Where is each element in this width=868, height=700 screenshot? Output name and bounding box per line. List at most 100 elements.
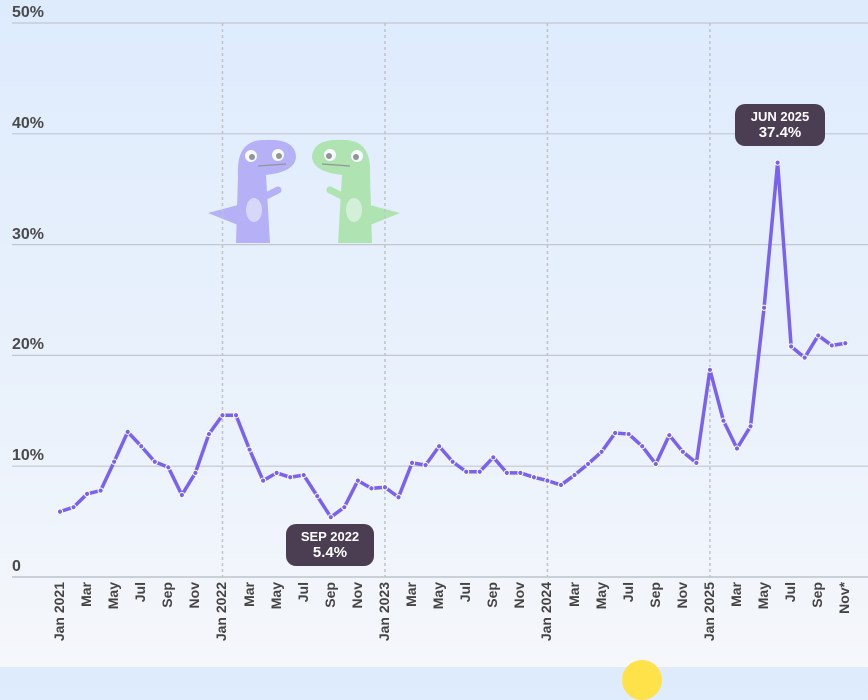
x-tick-label: Nov bbox=[186, 582, 203, 609]
purple-dino-icon bbox=[208, 139, 296, 243]
y-tick-label: 40% bbox=[12, 114, 45, 132]
data-point bbox=[178, 491, 185, 499]
data-point bbox=[476, 468, 483, 475]
data-point bbox=[625, 430, 632, 438]
y-tick-label: 10% bbox=[12, 447, 45, 465]
data-point bbox=[395, 494, 402, 501]
x-tick-label: Nov* bbox=[836, 582, 853, 614]
data-point bbox=[693, 459, 700, 466]
data-point bbox=[679, 448, 686, 455]
data-point bbox=[815, 332, 822, 339]
x-tick-label: Sep bbox=[646, 582, 663, 608]
x-tick-label: Nov bbox=[511, 582, 528, 609]
data-point bbox=[503, 469, 510, 476]
data-point bbox=[842, 340, 849, 347]
green-dino-icon bbox=[312, 139, 400, 243]
decorative-blob bbox=[622, 660, 662, 700]
annotation-min-date: SEP 2022 bbox=[300, 529, 360, 544]
data-point bbox=[720, 417, 727, 424]
data-point bbox=[530, 474, 538, 481]
data-point bbox=[584, 460, 592, 468]
data-point bbox=[314, 493, 321, 500]
y-tick-label: 20% bbox=[12, 336, 45, 354]
x-tick-label: Jul bbox=[457, 582, 474, 603]
data-point bbox=[436, 443, 443, 450]
data-point bbox=[70, 504, 77, 511]
x-tick-label: Jul bbox=[782, 582, 799, 603]
x-tick-label: Jul bbox=[294, 582, 311, 603]
x-tick-label: Jul bbox=[132, 582, 149, 603]
data-point bbox=[124, 428, 131, 435]
data-point bbox=[83, 490, 91, 497]
annotation-max-date: JUN 2025 bbox=[750, 109, 810, 124]
data-point bbox=[327, 514, 334, 521]
x-tick-label: May bbox=[267, 582, 284, 610]
data-point bbox=[205, 430, 213, 438]
data-point bbox=[774, 159, 781, 166]
data-point bbox=[138, 443, 145, 450]
data-point bbox=[612, 429, 619, 437]
x-tick-label: May bbox=[755, 582, 772, 610]
data-point bbox=[760, 304, 768, 311]
data-point bbox=[368, 485, 375, 492]
data-point bbox=[273, 469, 280, 476]
x-tick-label: Nov bbox=[348, 582, 365, 609]
data-point bbox=[260, 477, 267, 484]
data-point bbox=[801, 354, 808, 361]
x-tick-label: Nov bbox=[673, 582, 690, 609]
data-point bbox=[56, 508, 64, 515]
x-tick-label: Mar bbox=[403, 582, 420, 607]
data-point bbox=[381, 484, 389, 491]
x-tick-label: Jan 2025 bbox=[700, 582, 717, 642]
data-point bbox=[341, 504, 348, 511]
x-tick-label: Jan 2024 bbox=[538, 582, 555, 642]
x-tick-label: Sep bbox=[321, 582, 338, 608]
y-tick-label: 50% bbox=[12, 4, 45, 21]
x-tick-label: Mar bbox=[78, 582, 95, 607]
x-tick-label: Jan 2021 bbox=[51, 582, 67, 642]
data-point bbox=[449, 458, 456, 465]
x-tick-label: May bbox=[430, 582, 447, 610]
x-tick-label: Sep bbox=[159, 582, 176, 608]
x-tick-label: Jan 2023 bbox=[375, 582, 392, 642]
x-tick-label: Sep bbox=[809, 582, 826, 608]
data-point bbox=[571, 471, 578, 479]
data-point bbox=[246, 446, 253, 453]
data-point bbox=[463, 468, 470, 475]
mascot-dinos bbox=[208, 139, 400, 243]
data-point bbox=[300, 471, 307, 479]
y-tick-label: 30% bbox=[12, 225, 45, 243]
x-tick-label: Jul bbox=[619, 582, 636, 603]
y-tick-label: 0 bbox=[12, 558, 21, 575]
x-tick-label: May bbox=[105, 582, 122, 610]
data-point bbox=[828, 342, 835, 349]
annotation-max: JUN 2025 37.4% bbox=[735, 104, 825, 146]
data-point bbox=[490, 454, 497, 461]
data-point bbox=[517, 469, 524, 476]
x-tick-label: Sep bbox=[484, 582, 501, 608]
x-tick-label: Mar bbox=[565, 582, 582, 607]
data-point bbox=[557, 481, 565, 489]
x-tick-label: Jan 2022 bbox=[213, 582, 230, 642]
data-point bbox=[232, 412, 240, 419]
annotation-min: SEP 2022 5.4% bbox=[286, 524, 374, 566]
data-point bbox=[706, 366, 714, 373]
data-point bbox=[544, 477, 551, 484]
data-point bbox=[192, 469, 199, 476]
data-point bbox=[639, 443, 646, 450]
data-point bbox=[287, 474, 294, 481]
data-point bbox=[652, 460, 659, 468]
line-chart bbox=[12, 22, 868, 578]
data-point bbox=[408, 459, 416, 466]
annotation-min-value: 5.4% bbox=[312, 544, 348, 561]
annotation-max-value: 37.4% bbox=[758, 124, 802, 141]
data-point bbox=[354, 477, 361, 484]
x-tick-label: Mar bbox=[728, 582, 744, 607]
data-point bbox=[788, 343, 795, 350]
data-point bbox=[598, 448, 605, 455]
x-tick-label: Mar bbox=[240, 582, 257, 607]
data-point bbox=[165, 464, 172, 471]
data-point bbox=[219, 412, 226, 419]
data-point bbox=[666, 432, 673, 439]
data-point bbox=[151, 458, 158, 465]
